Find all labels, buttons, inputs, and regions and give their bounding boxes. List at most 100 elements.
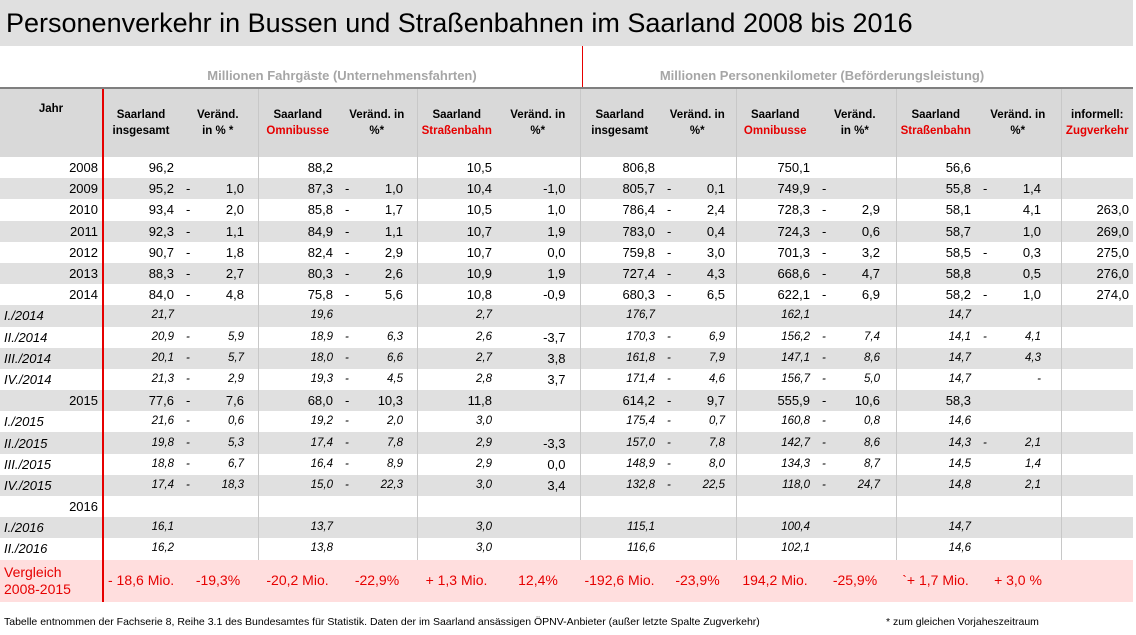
cell-value: 622,1 [735, 284, 814, 306]
cell-change [975, 538, 1061, 559]
col-header-label: Veränd. in [349, 109, 405, 121]
cell-change: - 0,8 [814, 411, 896, 432]
cell-value: 20,9 [102, 326, 178, 348]
cell-change-value: 8,6 [864, 436, 880, 449]
cell-value: 786,4 [579, 199, 659, 221]
cell-change: - 1,1 [178, 220, 258, 242]
cell-value: 87,3 [257, 178, 337, 200]
cell-change: - 3,2 [814, 242, 896, 263]
col-header-label: Saarland [911, 109, 961, 121]
cell-value: 14,7 [895, 368, 975, 391]
cell-value: 555,9 [735, 390, 814, 412]
cell-change: - 6,7 [178, 454, 258, 475]
cell-change: 4,3 [975, 347, 1061, 369]
cell-change-sign: - [822, 351, 826, 364]
cell-value: 18,0 [257, 347, 337, 369]
cell-quarter: I./2014 [0, 305, 103, 327]
cell-year: 2010 [69, 202, 98, 218]
cell-change [659, 305, 736, 327]
cell-change: - 8,9 [337, 454, 417, 475]
cell-value: 701,3 [735, 241, 814, 263]
cell-change: - 0,6 [814, 220, 896, 242]
col-header-label: Saarland [116, 109, 166, 121]
cell-value: 750,1 [735, 157, 814, 179]
cell-value: 17,4 [257, 432, 337, 454]
col-header-bus-passengers: Saarland Omnibusse [257, 89, 337, 157]
cell-change: 1,4 [975, 454, 1061, 475]
col-header-sublabel: insgesamt [112, 125, 170, 137]
cell-value: 93,4 [102, 199, 178, 221]
cell-value: 84,9 [257, 220, 337, 242]
cell-change [337, 305, 417, 327]
col-header-label: Veränd. [196, 109, 239, 121]
cell-value: 175,4 [579, 411, 659, 433]
cell-change: - 6,6 [337, 347, 417, 369]
cell-change-sign: - [667, 266, 672, 282]
col-header-sublabel: insgesamt [591, 125, 649, 137]
cell-change-value: 2,4 [706, 202, 725, 218]
cell-value: 2,8 [416, 368, 496, 391]
cell-change-value: 2,9 [861, 202, 880, 218]
cell-value: 171,4 [579, 368, 659, 391]
cell-change-sign: - [345, 244, 350, 260]
cell-value [1060, 178, 1133, 200]
cell-change: - 6,9 [814, 284, 896, 305]
cell-change: - 2,9 [178, 369, 258, 390]
cell-value [1060, 305, 1133, 327]
cell-change: - 2,9 [337, 242, 417, 263]
cell-change: - 1,0 [178, 178, 258, 200]
cell-change-value: 5,6 [384, 287, 403, 303]
cell-change-sign: - [822, 202, 827, 218]
cell-change [814, 496, 896, 517]
cell-change-sign: - [822, 266, 827, 282]
cell-change [814, 517, 896, 539]
col-header-change-tram-km: Veränd. in %* [975, 89, 1061, 157]
cell-change: - 2,9 [814, 199, 896, 220]
footnote: * zum gleichen Vorjaheszeitraum [886, 616, 1039, 628]
cell-value: 724,3 [735, 220, 814, 242]
cell-value: 13,8 [257, 538, 337, 560]
cell-value: 88,3 [102, 262, 178, 285]
cell-change-sign: - [983, 244, 988, 260]
cell-change-value: 0,1 [706, 181, 725, 197]
comparison-value: 194,2 Mio. [736, 559, 814, 602]
cell-change: - 2,1 [975, 432, 1061, 454]
cell-change-value: 4,5 [387, 372, 403, 385]
cell-change: - 6,9 [659, 327, 736, 348]
table-row: I./2014 21,7 19,6 2,7 176,7 162,1 14,7 [0, 305, 1133, 327]
cell-change-sign: - [345, 266, 350, 282]
cell-value [257, 496, 337, 518]
cell-change-value: 2,1 [1025, 436, 1041, 449]
cell-change: - 5,6 [337, 284, 417, 305]
table-row: 2008 96,2 88,2 10,5 806,8 750,1 56,6 [0, 157, 1133, 179]
cell-change-value: 2,0 [225, 202, 244, 218]
cell-change [659, 496, 736, 517]
cell-value [1060, 368, 1133, 391]
cell-change-value: 24,7 [857, 478, 880, 491]
cell-change-value: 4,3 [706, 266, 725, 282]
cell-value: 14,3 [895, 432, 975, 454]
cell-change-sign: - [345, 415, 349, 428]
comparison-row: Vergleich 2008-2015- 18,6 Mio. -19,3% -20,2… [0, 559, 1133, 602]
cell-year: 2009 [0, 178, 103, 200]
cell-change: - 0,6 [178, 411, 258, 432]
col-header-year-label: Jahr [38, 103, 64, 115]
col-header-label: Veränd. in [669, 109, 725, 121]
cell-value: 14,7 [895, 347, 975, 369]
cell-value: 728,3 [735, 199, 814, 221]
cell-change-value: 8,9 [387, 457, 403, 470]
cell-value: 58,2 [895, 284, 975, 306]
comparison-value: -192,6 Mio. [580, 559, 659, 602]
cell-value: 19,2 [257, 411, 337, 433]
cell-quarter: IV./2015 [0, 474, 103, 496]
cell-value: 275,0 [1060, 241, 1133, 263]
cell-change-sign: - [822, 223, 827, 239]
table-row: 2013 88,3-2,7 80,3-2,6 10,9 1,9 727,4-4,3 668,… [0, 262, 1133, 285]
cell-change: - 7,8 [659, 432, 736, 454]
cell-change-sign: - [667, 415, 671, 428]
cell-change [178, 157, 258, 178]
cell-change [337, 496, 417, 517]
cell-change: - 1,8 [178, 242, 258, 263]
cell-change-sign: - [345, 478, 349, 491]
cell-change: - 4,5 [337, 369, 417, 390]
